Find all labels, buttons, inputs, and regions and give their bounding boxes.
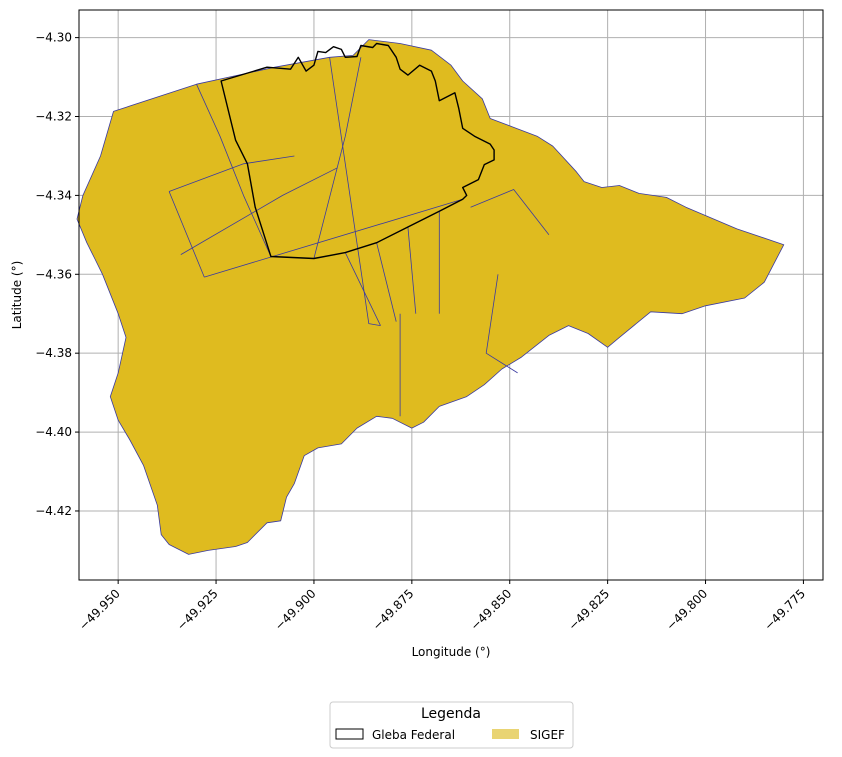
legend: Legenda Gleba Federal SIGEF — [329, 701, 574, 749]
x-axis-title: Longitude (°) — [412, 645, 491, 659]
y-axis-ticks: −4.30 −4.32 −4.34 −4.36 −4.38 −4.40 −4.42 — [35, 31, 79, 518]
y-tick-label: −4.34 — [35, 188, 72, 202]
sigef-parcel-boundary — [329, 57, 381, 326]
legend-swatch-sigef — [492, 729, 519, 739]
sigef-parcel-boundary — [407, 226, 417, 314]
y-tick-label: −4.38 — [35, 346, 72, 360]
x-tick-label: −49.850 — [468, 586, 515, 633]
y-tick-label: −4.30 — [35, 31, 72, 45]
sigef-parcel-boundary — [376, 242, 397, 322]
legend-label-gleba-federal: Gleba Federal — [372, 728, 455, 742]
y-axis-title: Latitude (°) — [10, 261, 24, 330]
x-tick-label: −49.925 — [174, 586, 221, 633]
sigef-parcel-boundary — [180, 167, 338, 255]
plot-frame — [78, 9, 824, 581]
sigef-parcel-boundary — [485, 274, 518, 374]
x-tick-label: −49.825 — [566, 586, 613, 633]
x-tick-label: −49.900 — [272, 586, 319, 633]
x-tick-label: −49.950 — [76, 586, 123, 633]
x-tick-label: −49.875 — [370, 586, 417, 633]
y-tick-label: −4.36 — [35, 267, 72, 281]
sigef-parcel-boundary — [204, 198, 463, 278]
gleba-federal-outline — [220, 42, 495, 260]
x-tick-label: −49.775 — [761, 586, 808, 633]
y-tick-label: −4.40 — [35, 425, 72, 439]
sigef-parcel-boundary — [344, 252, 381, 326]
y-tick-label: −4.32 — [35, 110, 72, 124]
sigef-parcel-boundary — [313, 57, 362, 259]
y-tick-label: −4.42 — [35, 504, 72, 518]
legend-title: Legenda — [421, 706, 481, 722]
map-layers — [76, 39, 785, 555]
legend-swatch-gleba-federal — [335, 728, 364, 740]
sigef-parcel-boundary — [168, 191, 205, 278]
sigef-area — [76, 39, 785, 555]
sigef-parcel-boundary — [196, 84, 272, 257]
sigef-parcel-boundary — [470, 189, 550, 236]
x-axis-ticks: −49.950 −49.925 −49.900 −49.875 −49.850 −49.8… — [76, 580, 808, 633]
sigef-parcel-boundary — [168, 155, 295, 192]
x-tick-label: −49.800 — [664, 586, 711, 633]
legend-label-sigef: SIGEF — [530, 728, 565, 742]
